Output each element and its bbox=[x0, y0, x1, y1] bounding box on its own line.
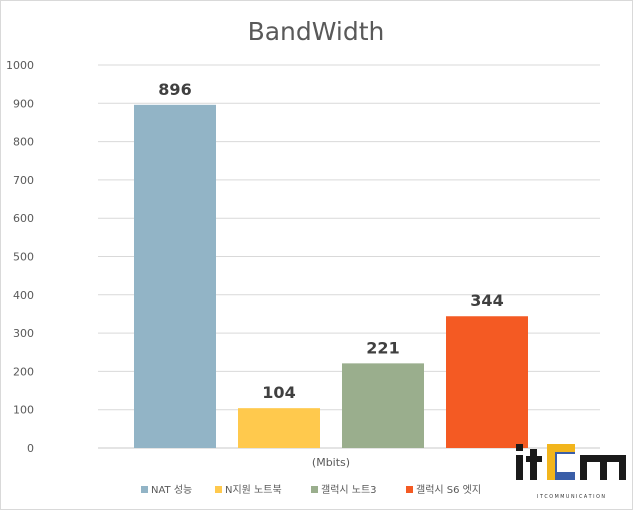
y-tick-label: 900 bbox=[13, 97, 34, 110]
y-tick-label: 500 bbox=[13, 251, 34, 264]
y-tick-label: 0 bbox=[27, 442, 34, 455]
legend: NAT 성능 N지원 노트북 갤럭시 노트3 갤럭시 S6 엣지 bbox=[141, 484, 481, 496]
legend-entry: NAT 성능 bbox=[151, 484, 192, 496]
legend-entry: N지원 노트북 bbox=[225, 484, 282, 496]
bar-2 bbox=[238, 408, 320, 448]
legend-swatch bbox=[406, 486, 413, 493]
data-labels: 896 104 221 344 bbox=[158, 80, 503, 402]
y-tick-label: 1000 bbox=[6, 59, 34, 72]
itcm-logo: I T C O M M U N I C A T I O N bbox=[516, 444, 626, 500]
y-tick-label: 800 bbox=[13, 136, 34, 149]
y-tick-label: 600 bbox=[13, 212, 34, 225]
legend-entry: 갤럭시 노트3 bbox=[321, 484, 377, 496]
data-label: 221 bbox=[366, 338, 399, 357]
x-axis-label: (Mbits) bbox=[312, 456, 350, 469]
y-tick-label: 300 bbox=[13, 327, 34, 340]
bars bbox=[134, 104, 528, 448]
bar-4 bbox=[446, 316, 528, 448]
data-label: 104 bbox=[262, 383, 295, 402]
chart-title: BandWidth bbox=[248, 17, 385, 46]
bar-3 bbox=[342, 363, 424, 448]
legend-entry: 갤럭시 S6 엣지 bbox=[416, 484, 481, 496]
logo-tagline: I T C O M M U N I C A T I O N bbox=[537, 494, 605, 500]
y-tick-label: 200 bbox=[13, 365, 34, 378]
y-tick-label: 700 bbox=[13, 174, 34, 187]
y-tick-label: 100 bbox=[13, 404, 34, 417]
legend-swatch bbox=[215, 486, 222, 493]
legend-swatch bbox=[141, 486, 148, 493]
legend-swatch bbox=[311, 486, 318, 493]
data-label: 896 bbox=[158, 80, 191, 99]
data-label: 344 bbox=[470, 291, 503, 310]
y-axis-ticks: 0 100 200 300 400 500 600 700 800 900 1000 bbox=[6, 59, 34, 455]
y-tick-label: 400 bbox=[13, 289, 34, 302]
bar-1 bbox=[134, 104, 216, 448]
